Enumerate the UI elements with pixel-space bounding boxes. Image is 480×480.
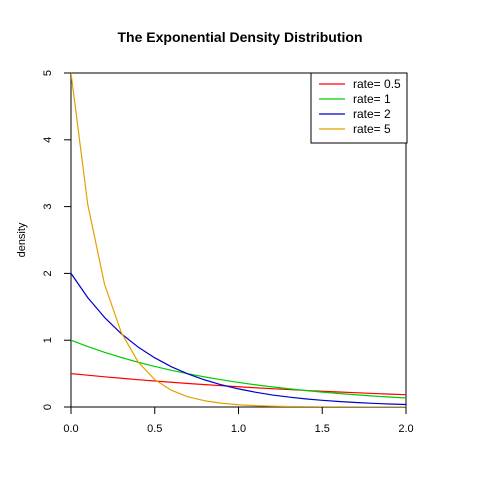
y-tick-label: 3: [42, 204, 54, 210]
chart-title: The Exponential Density Distribution: [117, 29, 362, 45]
series-line-3: [71, 273, 406, 406]
y-tick-label: 0: [42, 404, 54, 410]
y-axis-label: density: [16, 222, 28, 257]
series-line-1: [71, 373, 406, 396]
x-tick-label: 1.5: [315, 423, 330, 435]
legend-label: rate= 2: [353, 107, 391, 121]
y-tick-label: 1: [42, 337, 54, 343]
x-tick-label: 0.5: [147, 423, 162, 435]
legend-label: rate= 5: [353, 122, 391, 136]
x-tick-label: 1.0: [231, 423, 246, 435]
legend-label: rate= 0.5: [353, 77, 401, 91]
series-line-2: [71, 339, 406, 399]
y-tick-label: 4: [42, 137, 54, 143]
y-tick-label: 2: [42, 270, 54, 276]
series-line-4: [71, 73, 406, 407]
x-tick-label: 0.0: [63, 423, 78, 435]
legend-box: [310, 72, 408, 144]
y-tick-label: 5: [42, 70, 54, 76]
legend-label: rate= 1: [353, 92, 391, 106]
x-tick-label: 2.0: [398, 423, 413, 435]
